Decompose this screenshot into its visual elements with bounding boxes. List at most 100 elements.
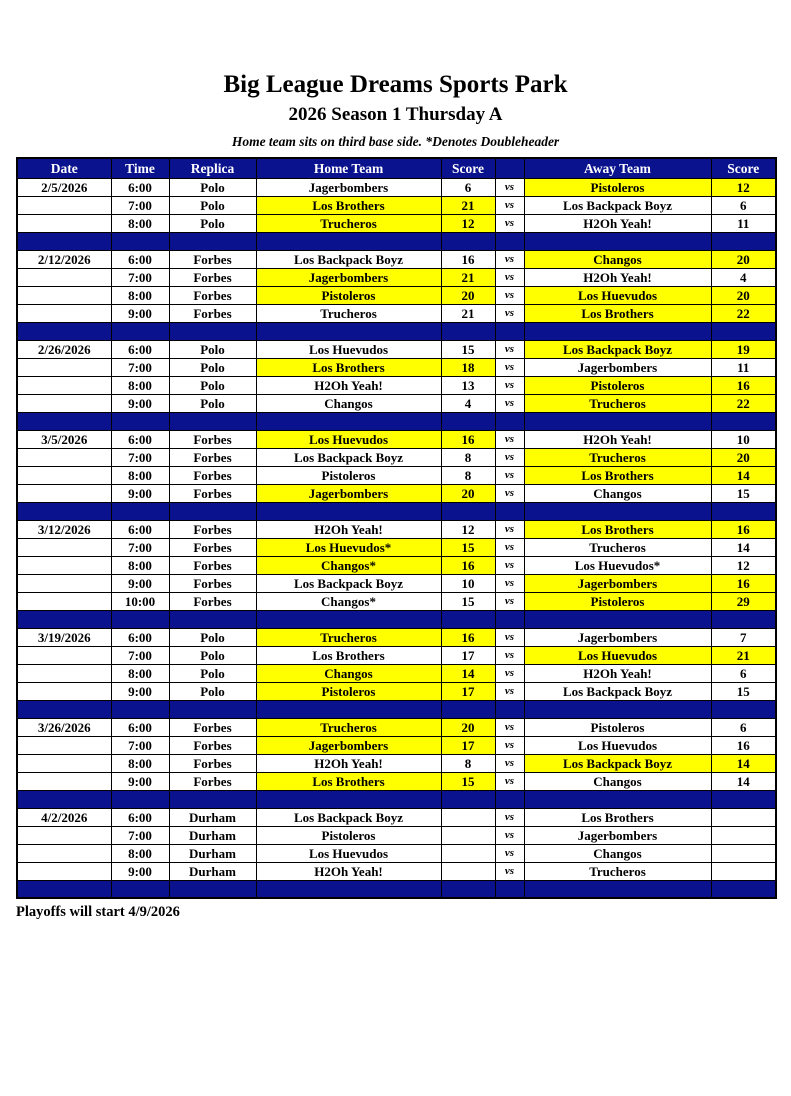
- date-cell: 3/5/2026: [16, 429, 112, 449]
- page-subtitle: 2026 Season 1 Thursday A: [288, 104, 503, 126]
- home-score-cell: 16: [440, 249, 496, 269]
- date-cell: [16, 357, 112, 377]
- schedule-note: Home team sits on third base side. *Deno…: [231, 134, 560, 150]
- separator-cell: [440, 789, 496, 809]
- game-row: 3/5/2026 6:00 Forbes Los Huevudos 16 vs H2Oh Y…: [16, 429, 777, 449]
- vs-cell: vs: [494, 285, 525, 305]
- away-score-cell: 7: [710, 627, 777, 647]
- time-cell: 8:00: [110, 555, 170, 575]
- home-team-cell: Jagerbombers: [255, 483, 442, 503]
- separator-cell: [255, 321, 442, 341]
- home-score-cell: 15: [440, 339, 496, 359]
- time-cell: 7:00: [110, 357, 170, 377]
- home-team-cell: Changos: [255, 663, 442, 683]
- time-cell: 9:00: [110, 861, 170, 881]
- vs-cell: vs: [494, 375, 525, 395]
- away-score-cell: [710, 807, 777, 827]
- game-row: 8:00 Forbes Pistoleros 8 vs Los Brothers 14: [16, 465, 777, 485]
- game-row: 7:00 Polo Los Brothers 18 vs Jagerbombers 11: [16, 357, 777, 377]
- home-score-cell: [440, 843, 496, 863]
- vs-cell: vs: [494, 303, 525, 323]
- time-cell: 9:00: [110, 393, 170, 413]
- vs-cell: vs: [494, 177, 525, 197]
- home-team-cell: Los Backpack Boyz: [255, 807, 442, 827]
- separator-cell: [494, 609, 525, 629]
- separator-cell: [16, 501, 112, 521]
- date-cell: [16, 663, 112, 683]
- time-cell: 9:00: [110, 771, 170, 791]
- home-score-cell: 13: [440, 375, 496, 395]
- separator-cell: [494, 879, 525, 899]
- separator-cell: [110, 231, 170, 251]
- game-row: 7:00 Forbes Jagerbombers 17 vs Los Huevudos 16: [16, 735, 777, 755]
- date-cell: 3/26/2026: [16, 717, 112, 737]
- separator-cell: [494, 231, 525, 251]
- separator-row: [16, 231, 777, 251]
- away-team-cell: Los Huevudos: [523, 285, 712, 305]
- separator-cell: [16, 411, 112, 431]
- replica-cell: Polo: [168, 177, 257, 197]
- time-cell: 8:00: [110, 375, 170, 395]
- column-header-time: Time: [110, 157, 170, 179]
- time-cell: 7:00: [110, 195, 170, 215]
- separator-cell: [710, 231, 777, 251]
- separator-cell: [110, 501, 170, 521]
- column-header-replica: Replica: [168, 157, 257, 179]
- time-cell: 6:00: [110, 717, 170, 737]
- away-score-cell: 22: [710, 303, 777, 323]
- game-row: 7:00 Forbes Los Huevudos* 15 vs Trucheros 14: [16, 537, 777, 557]
- time-cell: 7:00: [110, 537, 170, 557]
- away-team-cell: Los Huevudos*: [523, 555, 712, 575]
- separator-row: [16, 879, 777, 899]
- away-team-cell: Changos: [523, 843, 712, 863]
- date-cell: [16, 861, 112, 881]
- page-title: Big League Dreams Sports Park: [223, 71, 568, 98]
- away-score-cell: 14: [710, 537, 777, 557]
- away-score-cell: [710, 861, 777, 881]
- schedule-table: Date Time Replica Home Team Score Away T…: [16, 157, 777, 900]
- away-score-cell: 6: [710, 663, 777, 683]
- home-team-cell: Los Backpack Boyz: [255, 573, 442, 593]
- replica-cell: Polo: [168, 213, 257, 233]
- replica-cell: Forbes: [168, 465, 257, 485]
- separator-cell: [16, 789, 112, 809]
- home-score-cell: [440, 807, 496, 827]
- home-team-cell: Trucheros: [255, 213, 442, 233]
- separator-cell: [494, 789, 525, 809]
- separator-cell: [16, 321, 112, 341]
- away-score-cell: 4: [710, 267, 777, 287]
- home-team-cell: Changos: [255, 393, 442, 413]
- home-team-cell: Los Backpack Boyz: [255, 447, 442, 467]
- home-team-cell: H2Oh Yeah!: [255, 861, 442, 881]
- away-score-cell: 20: [710, 249, 777, 269]
- separator-row: [16, 501, 777, 521]
- away-team-cell: Pistoleros: [523, 591, 712, 611]
- away-score-cell: 19: [710, 339, 777, 359]
- away-score-cell: 10: [710, 429, 777, 449]
- column-header-home-score: Score: [440, 157, 496, 179]
- away-score-cell: [710, 825, 777, 845]
- game-row: 7:00 Polo Los Brothers 21 vs Los Backpack Boy…: [16, 195, 777, 215]
- separator-cell: [710, 411, 777, 431]
- separator-cell: [110, 879, 170, 899]
- time-cell: 6:00: [110, 807, 170, 827]
- date-cell: [16, 735, 112, 755]
- separator-cell: [523, 321, 712, 341]
- separator-cell: [494, 411, 525, 431]
- time-cell: 7:00: [110, 645, 170, 665]
- separator-cell: [255, 789, 442, 809]
- time-cell: 8:00: [110, 663, 170, 683]
- home-score-cell: [440, 861, 496, 881]
- vs-cell: vs: [494, 195, 525, 215]
- vs-cell: vs: [494, 591, 525, 611]
- home-score-cell: 15: [440, 771, 496, 791]
- vs-cell: vs: [494, 357, 525, 377]
- column-header-away-score: Score: [710, 157, 777, 179]
- separator-cell: [168, 411, 257, 431]
- time-cell: 8:00: [110, 465, 170, 485]
- date-cell: 3/12/2026: [16, 519, 112, 539]
- date-cell: 2/5/2026: [16, 177, 112, 197]
- away-score-cell: 16: [710, 519, 777, 539]
- date-cell: [16, 591, 112, 611]
- replica-cell: Durham: [168, 825, 257, 845]
